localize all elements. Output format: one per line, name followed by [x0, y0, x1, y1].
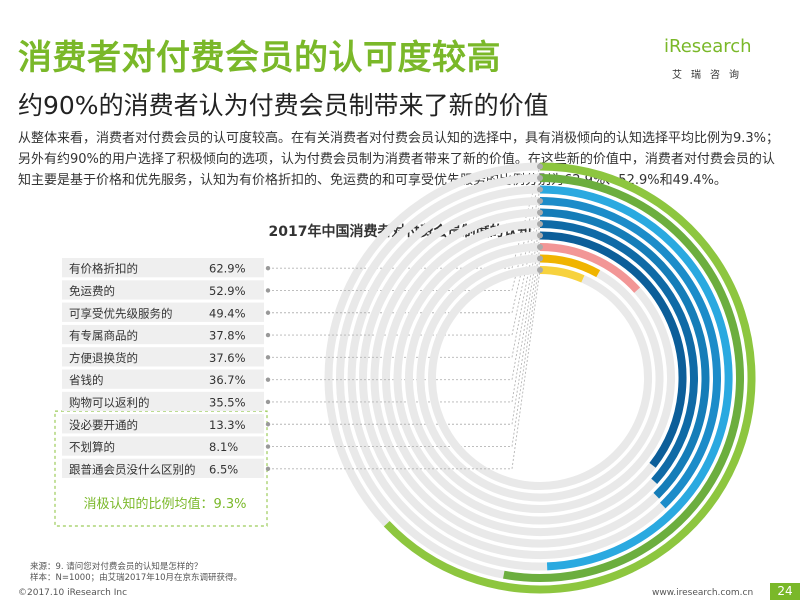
connector-line [268, 235, 541, 403]
connector-line [268, 212, 541, 358]
category-label: 有专属商品的 [69, 329, 138, 343]
ring-bar [539, 266, 585, 283]
connector-dot [265, 444, 271, 449]
connector-dot [265, 399, 271, 405]
value-label: 52.9% [209, 284, 246, 298]
ring-track [370, 208, 660, 548]
category-label: 省钱的 [69, 373, 104, 387]
value-label: 37.6% [209, 351, 246, 365]
ring-track [347, 185, 548, 571]
ring-start-dot [537, 209, 543, 216]
page-subtitle: 约90%的消费者认为付费会员制带来了新的价值 [18, 91, 549, 120]
ring-start-dot [537, 163, 543, 170]
legend-row-bg [62, 414, 264, 434]
value-label: 6.5% [209, 462, 238, 476]
ring-start-dot [537, 175, 543, 181]
ring-start-dot [537, 232, 543, 239]
connector-dot [265, 332, 271, 338]
category-label: 没必要开通的 [69, 418, 138, 432]
legend-row-bg [62, 302, 264, 322]
logo-chinese: 艾瑞咨询 [672, 70, 748, 81]
ring-track [359, 197, 666, 559]
connector-dot [265, 265, 271, 271]
connector-line [268, 269, 541, 470]
ring-bar [539, 243, 641, 293]
connector-dot [265, 310, 271, 315]
connector-dot [265, 288, 271, 293]
negative-group-box [54, 410, 268, 527]
footer-website: www.iresearch.com.cn [652, 588, 754, 598]
value-label: 35.5% [209, 395, 246, 409]
ring-track [324, 162, 540, 527]
ring-bar [383, 162, 756, 594]
legend-row-bg [62, 258, 264, 278]
logo-wordmark: iResearch [664, 36, 752, 57]
iresearch-logo: iResearch 艾瑞咨询 [664, 36, 764, 86]
connector-line [268, 200, 541, 336]
connector-dot [265, 377, 271, 382]
category-label: 免运费的 [69, 284, 115, 298]
connector-line [268, 258, 541, 447]
ring-start-dot [537, 244, 543, 250]
value-label: 37.8% [209, 329, 246, 343]
ring-bar [539, 208, 710, 499]
connector-dot [265, 466, 271, 472]
value-label: 8.1% [209, 440, 238, 454]
connector-line [268, 223, 541, 381]
ring-bar [539, 220, 698, 484]
legend-row-bg [62, 458, 264, 478]
legend-row-bg [62, 347, 264, 367]
ring-track [416, 254, 664, 502]
category-label: 购物可以返利的 [69, 395, 150, 409]
connector-dot [265, 355, 271, 360]
connector-dot [265, 422, 271, 427]
category-label: 可享受优先级服务的 [69, 306, 173, 320]
ring-bar [539, 254, 601, 278]
value-label: 62.9% [209, 262, 246, 276]
ring-start-dot [537, 267, 543, 273]
legend-row-bg [62, 436, 264, 456]
ring-bar [503, 174, 744, 582]
ring-start-dot [537, 221, 543, 227]
footer-sample: 样本：N=1000；由艾瑞2017年10月在京东调研获得。 [30, 573, 243, 583]
footer-copyright: ©2017.10 iResearch Inc [18, 588, 128, 598]
connector-line [268, 246, 541, 425]
ring-bar [539, 185, 733, 571]
category-label: 有价格折扣的 [69, 262, 138, 276]
page-title: 消费者对付费会员的认可度较高 [18, 38, 501, 78]
legend-row-bg [62, 324, 264, 345]
footer-source: 来源：9. 请问您对付费会员的认知是怎样的？ [30, 562, 203, 572]
ring-start-dot [537, 186, 543, 193]
connector-line [268, 166, 541, 269]
ring-bar [539, 197, 721, 509]
ring-start-dot [537, 198, 543, 204]
value-label: 13.3% [209, 418, 246, 432]
connector-line [268, 189, 541, 314]
ring-track [405, 243, 675, 513]
ring-track [382, 220, 658, 536]
value-label: 36.7% [209, 373, 246, 387]
category-label: 跟普通会员没什么区别的 [69, 462, 196, 476]
legend-row-bg [62, 391, 264, 412]
category-label: 不划算的 [69, 440, 115, 454]
legend-row-bg [62, 369, 264, 389]
ring-track [335, 174, 540, 579]
legend-row-bg [62, 280, 264, 300]
value-label: 49.4% [209, 306, 246, 320]
ring-track [393, 231, 656, 525]
page-number: 24 [770, 583, 800, 600]
ring-track [428, 266, 652, 490]
negative-average-label: 消极认知的比例均值：9.3% [83, 496, 246, 512]
ring-bar [539, 231, 687, 468]
ring-start-dot [537, 255, 543, 262]
category-label: 方便退换货的 [69, 351, 138, 365]
